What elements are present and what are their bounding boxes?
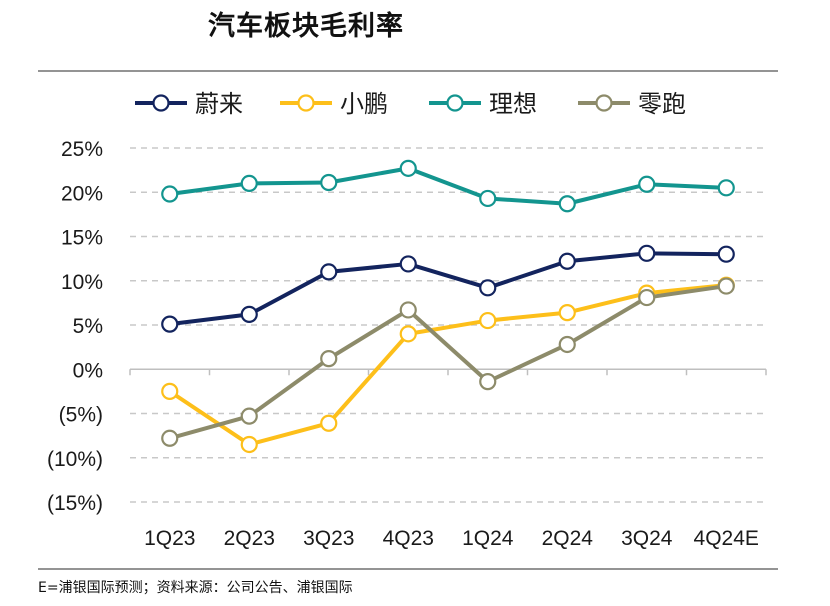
data-point-0 (558, 252, 576, 270)
data-point-0 (717, 245, 735, 263)
source-footnote: E=浦银国际预测；资料来源：公司公告、浦银国际 (38, 580, 353, 596)
data-point-1 (479, 311, 497, 330)
y-tick-label: 5% (73, 315, 103, 338)
data-point-0 (638, 244, 656, 262)
x-tick-label: 4Q24E (694, 527, 759, 550)
data-point-2 (638, 175, 656, 193)
legend-marker (297, 94, 315, 112)
data-point-2 (558, 195, 576, 213)
data-point-1 (320, 414, 338, 432)
legend-label: 蔚来 (195, 90, 243, 118)
data-point-3 (161, 429, 179, 447)
x-tick-label: 2Q23 (224, 527, 275, 550)
legend-marker (595, 94, 613, 112)
legend-marker (152, 94, 170, 112)
data-point-2 (399, 159, 417, 177)
data-point-3 (479, 373, 497, 391)
series-line-0 (169, 251, 727, 327)
series-line-3 (169, 284, 727, 441)
y-tick-label: (15%) (47, 492, 103, 515)
data-point-0 (161, 315, 179, 333)
series-line-2 (169, 166, 727, 206)
legend-label: 理想 (489, 90, 537, 118)
chart-title: 汽车板块毛利率 (208, 11, 404, 42)
series-lines (161, 159, 735, 454)
data-point-2 (717, 179, 735, 197)
data-point-3 (558, 335, 576, 354)
data-point-2 (320, 173, 338, 192)
x-tick-label: 2Q24 (542, 527, 594, 550)
data-point-0 (479, 279, 497, 297)
series-line-1 (168, 283, 727, 447)
y-tick-label: 0% (73, 359, 103, 382)
data-point-3 (399, 301, 417, 319)
data-point-2 (161, 185, 179, 203)
data-point-1 (399, 325, 417, 343)
y-tick-label: 20% (61, 182, 103, 205)
data-point-3 (320, 350, 338, 368)
data-point-0 (240, 305, 258, 323)
y-tick-label: (5%) (59, 404, 103, 427)
y-tick-label: (10%) (47, 448, 103, 471)
data-point-2 (479, 189, 497, 208)
data-point-1 (161, 382, 179, 400)
x-tick-label: 3Q23 (303, 527, 354, 550)
x-tick-label: 1Q24 (462, 527, 514, 550)
legend-label: 零跑 (638, 90, 686, 118)
data-point-3 (717, 277, 735, 295)
y-axis: 25% 20% 15% 10% 5% 0% (5%) (10%) (15%) (47, 138, 103, 515)
x-tick-label: 4Q23 (383, 527, 434, 550)
data-point-2 (240, 174, 258, 192)
data-point-3 (240, 407, 258, 425)
legend-label: 小鹏 (340, 90, 388, 118)
x-axis: 1Q23 2Q23 3Q23 4Q23 1Q24 2Q24 3Q24 4Q24E (129, 368, 767, 550)
data-point-0 (399, 255, 417, 273)
data-point-0 (320, 263, 338, 281)
gridlines (130, 147, 766, 503)
legend-marker (446, 94, 464, 112)
data-point-1 (240, 435, 258, 454)
y-tick-label: 10% (61, 271, 103, 294)
legend: 蔚来 小鹏 理想 零跑 (135, 90, 686, 118)
x-tick-label: 3Q24 (621, 527, 673, 550)
data-point-1 (558, 304, 576, 322)
y-tick-label: 15% (61, 227, 103, 250)
data-point-3 (638, 288, 656, 307)
x-tick-label: 1Q23 (144, 527, 195, 550)
y-tick-label: 25% (61, 138, 103, 161)
